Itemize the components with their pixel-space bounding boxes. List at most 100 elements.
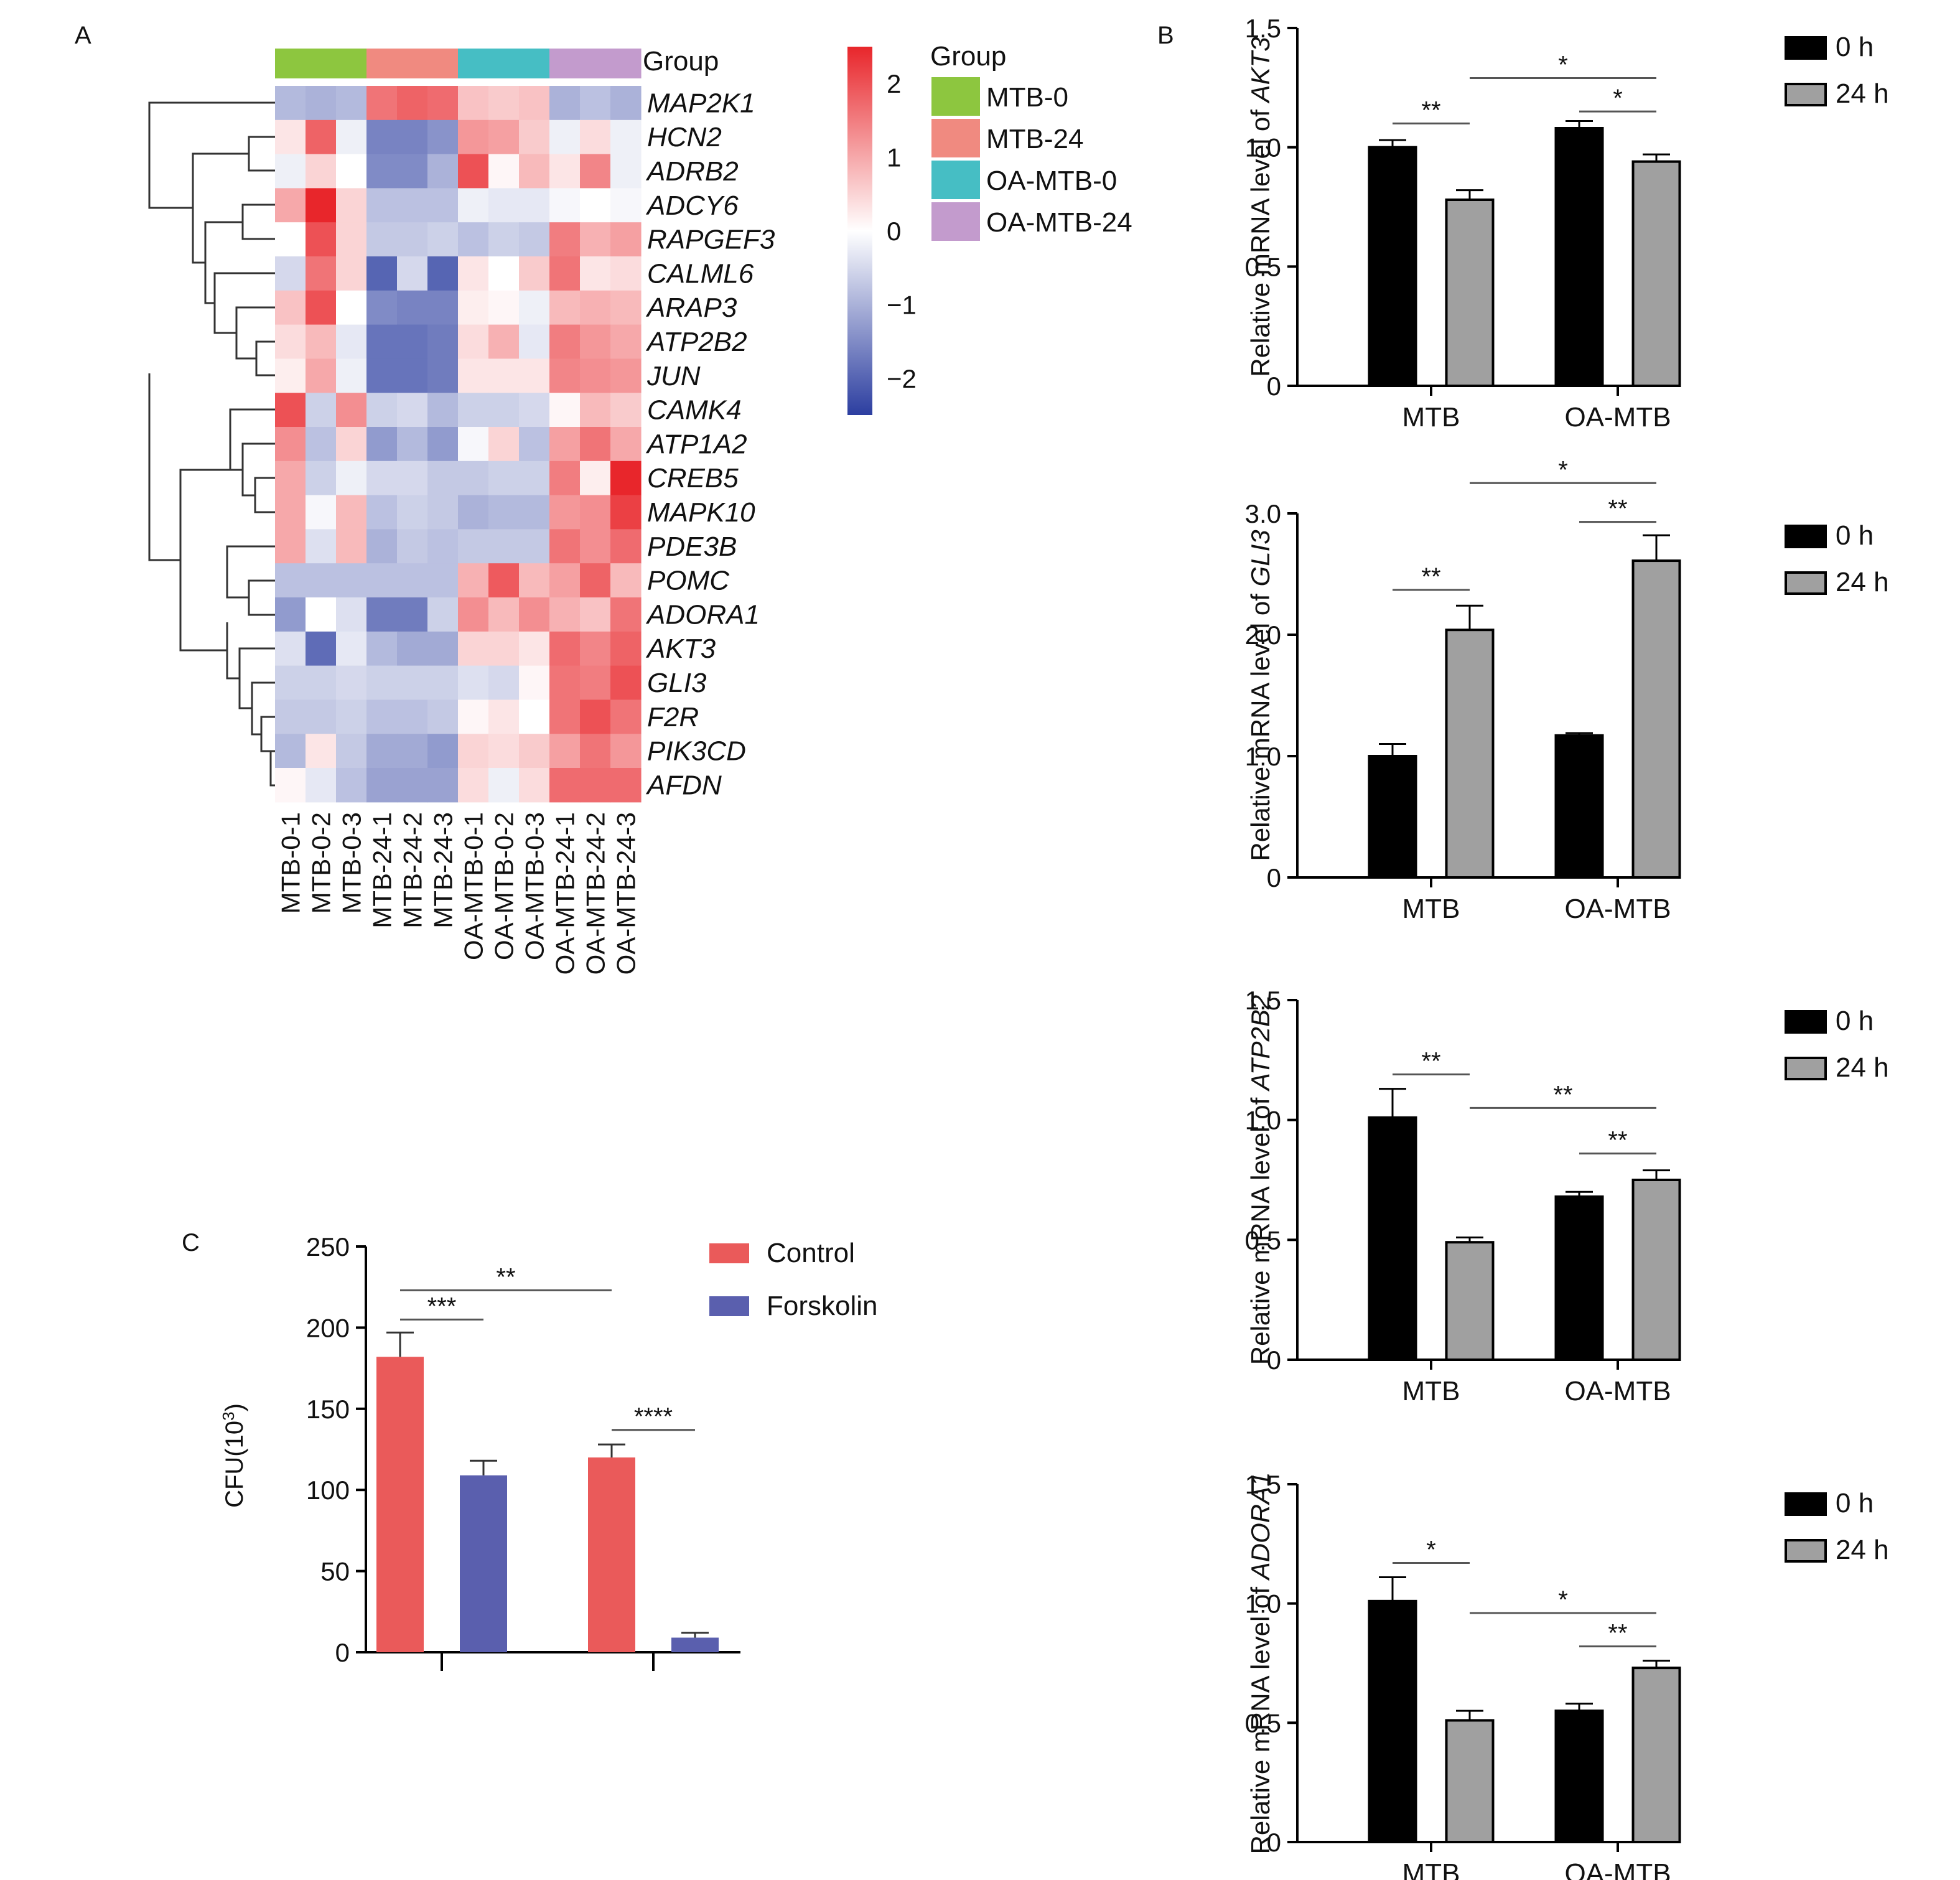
heatmap-cell xyxy=(275,358,306,393)
heatmap-cell xyxy=(610,665,642,700)
x-tick-label: OA-MTB xyxy=(1564,1376,1671,1406)
bar xyxy=(1631,160,1681,387)
heatmap-cell xyxy=(549,665,581,700)
heatmap-cell xyxy=(580,324,611,359)
heatmap-cell xyxy=(275,154,306,189)
heatmap-cell xyxy=(275,495,306,530)
y-tick-label: 0 xyxy=(335,1638,350,1667)
heatmap-cell xyxy=(397,699,428,734)
x-tick-label: MTB xyxy=(1402,402,1460,433)
heatmap-cell xyxy=(610,631,642,666)
heatmap-cell xyxy=(366,529,398,564)
y-axis-label: Relative mRNA level of ATP2B2 xyxy=(1246,995,1275,1365)
significance-label: *** xyxy=(427,1293,457,1320)
heatmap-cell xyxy=(336,222,367,257)
bar xyxy=(1554,734,1604,879)
heatmap-cell xyxy=(488,495,520,530)
heatmap-cell xyxy=(610,86,642,121)
heatmap-cell xyxy=(458,324,489,359)
heatmap-cell xyxy=(427,256,459,291)
heatmap-cell xyxy=(610,188,642,223)
heatmap-cell xyxy=(366,222,398,257)
sample-label: OA-MTB-0-3 xyxy=(520,812,549,960)
heatmap-cell xyxy=(519,222,550,257)
heatmap-cell xyxy=(397,324,428,359)
dendrogram-branch xyxy=(248,579,275,616)
heatmap-cell xyxy=(488,324,520,359)
heatmap-cell xyxy=(397,256,428,291)
gene-label: ATP1A2 xyxy=(645,429,747,459)
heatmap-cell xyxy=(306,529,337,564)
heatmap-cell xyxy=(580,86,611,121)
y-tick-label: 1.5 xyxy=(1245,986,1281,1015)
color-scale-tick-label: 1 xyxy=(887,143,901,172)
heatmap-cell xyxy=(519,154,550,189)
y-tick-label: 50 xyxy=(320,1557,350,1586)
panel-label-b: B xyxy=(1157,22,1174,49)
y-tick-label: 1.0 xyxy=(1245,133,1281,162)
y-tick-label: 0 xyxy=(1267,372,1281,401)
heatmap-cell xyxy=(306,154,337,189)
color-scale-bar: 2 1 0 −1 −2 xyxy=(847,47,917,415)
gene-label: AKT3 xyxy=(645,634,716,664)
heatmap-cell xyxy=(397,529,428,564)
heatmap-cell xyxy=(275,256,306,291)
gene-label: ADCY6 xyxy=(645,190,739,221)
gene-label: POMC xyxy=(647,566,730,596)
heatmap-cell xyxy=(549,427,581,462)
heatmap-cell xyxy=(488,563,520,598)
heatmap-cell xyxy=(427,119,459,155)
heatmap-cell xyxy=(306,393,337,428)
legend-label: 0 h xyxy=(1836,32,1874,62)
heatmap-cell xyxy=(306,324,337,359)
heatmap-cell xyxy=(458,358,489,393)
sample-label: OA-MTB-24-2 xyxy=(581,812,610,975)
heatmap-cell xyxy=(336,119,367,155)
legend-label: 0 h xyxy=(1836,1006,1874,1036)
heatmap-cell xyxy=(397,393,428,428)
heatmap-cell xyxy=(336,631,367,666)
heatmap-cell xyxy=(397,222,428,257)
dendrogram-branch xyxy=(269,750,275,787)
sample-label: OA-MTB-0-1 xyxy=(459,812,488,960)
significance-label: **** xyxy=(634,1403,673,1431)
dendrogram-branch xyxy=(148,101,275,209)
legend-label: Control xyxy=(767,1238,855,1268)
dendrogram-branch xyxy=(229,408,275,471)
heatmap-cell xyxy=(306,768,337,803)
group-legend-swatch xyxy=(931,119,980,157)
heatmap-cell xyxy=(549,86,581,121)
heatmap-panel: Group MAP2K1HCN2ADRB2ADCY6RAPGEF3CALML6A… xyxy=(148,41,1132,975)
heatmap-cell xyxy=(519,631,550,666)
bar xyxy=(1445,1719,1495,1843)
heatmap-cell xyxy=(275,427,306,462)
heatmap-cell xyxy=(275,324,306,359)
heatmap-cell xyxy=(336,734,367,769)
heatmap-cell xyxy=(580,461,611,496)
bar xyxy=(1368,1599,1417,1843)
y-tick-label: 0 xyxy=(1267,1345,1281,1375)
heatmap-cell xyxy=(488,665,520,700)
heatmap-cell xyxy=(366,427,398,462)
heatmap-cell xyxy=(610,119,642,155)
heatmap-cell xyxy=(275,119,306,155)
heatmap-cell xyxy=(549,461,581,496)
group-legend-title: Group xyxy=(930,41,1006,72)
legend-swatch xyxy=(1785,83,1827,106)
y-tick-label: 2.0 xyxy=(1245,620,1281,650)
heatmap-cell xyxy=(427,495,459,530)
heatmap-cell xyxy=(458,461,489,496)
group-legend-swatch xyxy=(931,202,980,241)
heatmap-cell xyxy=(488,734,520,769)
legend-swatch xyxy=(1785,1539,1827,1563)
heatmap-cell xyxy=(366,734,398,769)
heatmap-cell xyxy=(366,665,398,700)
heatmap-cell xyxy=(519,461,550,496)
heatmap-cell xyxy=(610,563,642,598)
heatmap-cell xyxy=(580,188,611,223)
y-axis-label: CFU(103) xyxy=(219,1403,248,1508)
sample-label: MTB-0-1 xyxy=(276,812,306,914)
group-bar-mtb-24 xyxy=(366,49,459,78)
